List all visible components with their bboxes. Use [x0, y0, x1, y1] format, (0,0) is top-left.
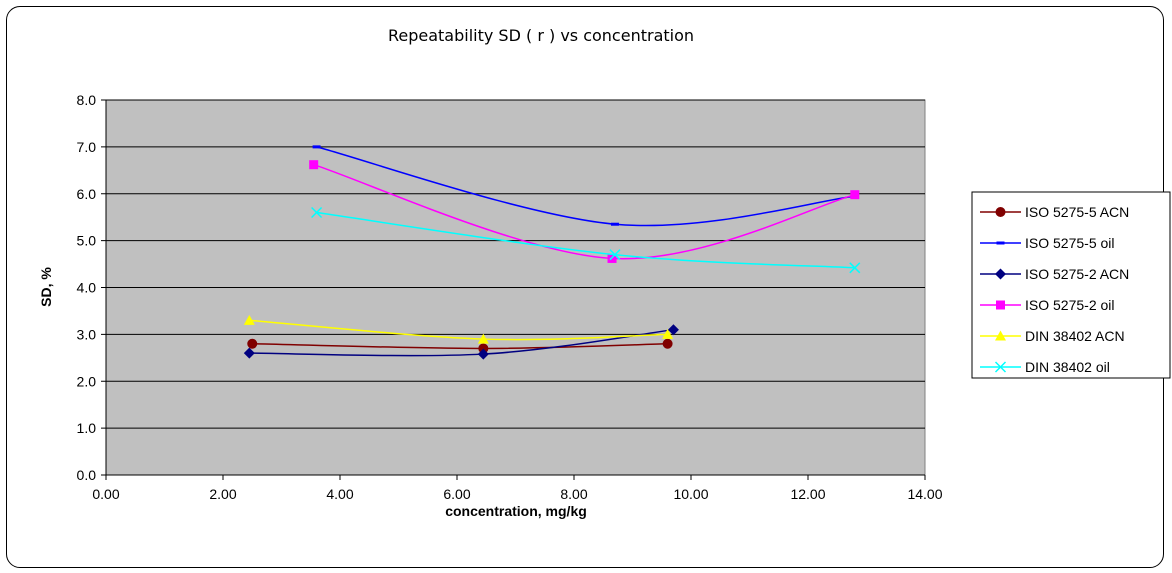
data-point-din-38402-acn — [243, 314, 255, 325]
x-tick-label: 2.00 — [209, 486, 236, 502]
legend-entry-iso-5275-2-oil: ISO 5275-2 oil — [980, 297, 1115, 313]
x-axis-title: concentration, mg/kg — [445, 503, 587, 519]
y-tick-label: 6.0 — [77, 186, 97, 202]
legend-entry-iso-5275-5-oil: ISO 5275-5 oil — [980, 235, 1115, 251]
data-point-din-38402-oil — [311, 206, 323, 219]
y-tick-label: 7.0 — [77, 139, 97, 155]
legend-marker — [995, 207, 1006, 217]
legend-marker — [995, 330, 1006, 341]
legend-label: DIN 38402 oil — [1025, 359, 1110, 375]
x-tick-label: 8.00 — [560, 486, 587, 502]
legend-label: ISO 5275-5 ACN — [1025, 204, 1129, 220]
legend-label: ISO 5275-2 ACN — [1025, 266, 1129, 282]
y-tick-label: 2.0 — [77, 373, 97, 389]
series-iso-5275-5-acn — [247, 338, 673, 354]
legend: ISO 5275-5 ACN ISO 5275-5 oil ISO 5275-2 A… — [971, 191, 1171, 379]
legend-box — [971, 191, 1171, 379]
x-tick-label: 14.00 — [907, 486, 942, 502]
data-point-iso-5275-2-oil — [850, 190, 860, 200]
x-tick-label: 10.00 — [673, 486, 708, 502]
data-point-iso-5275-2-acn — [477, 348, 489, 360]
marker-x-stroke — [311, 206, 323, 219]
legend-entry-din-38402-oil: DIN 38402 oil — [980, 359, 1110, 375]
data-point-din-38402-oil — [849, 262, 861, 274]
y-tick-label: 1.0 — [77, 420, 97, 436]
legend-label: ISO 5275-2 oil — [1025, 297, 1115, 313]
legend-entry-iso-5275-5-acn: ISO 5275-5 ACN — [980, 204, 1129, 220]
legend-label: ISO 5275-5 oil — [1025, 235, 1115, 251]
legend-marker — [995, 268, 1006, 280]
data-point-din-38402-oil — [609, 249, 621, 261]
chart-title: Repeatability SD ( r ) vs concentration — [388, 26, 694, 45]
x-tick-label: 0.00 — [92, 486, 119, 502]
legend-label: DIN 38402 ACN — [1025, 328, 1125, 344]
legend-marker — [994, 361, 1007, 373]
series-din-38402-oil — [311, 206, 861, 274]
marker-x-stroke — [994, 361, 1007, 373]
data-point-iso-5275-5-oil — [312, 145, 321, 149]
series-layer — [243, 145, 861, 360]
data-point-iso-5275-2-oil — [309, 160, 319, 170]
data-point-din-38402-acn — [662, 328, 674, 339]
axes: 0.0 1.0 2.0 3.0 4.0 5.0 6.0 7.0 8.0 0.00 2.00 4.00 6… — [77, 92, 943, 502]
data-point-iso-5275-2-acn — [667, 324, 679, 336]
data-point-iso-5275-2-acn — [243, 347, 255, 359]
data-point-iso-5275-5-acn — [247, 338, 258, 349]
data-point-iso-5275-5-oil — [610, 222, 619, 226]
y-axis-title: SD, % — [38, 267, 54, 307]
marker-x-stroke — [609, 249, 621, 261]
y-tick-label: 3.0 — [77, 326, 97, 342]
y-tick-label: 4.0 — [77, 280, 97, 296]
legend-entry-iso-5275-2-acn: ISO 5275-2 ACN — [980, 266, 1129, 282]
x-tick-label: 12.00 — [790, 486, 825, 502]
y-tick-label: 8.0 — [77, 92, 97, 108]
data-point-din-38402-acn — [477, 333, 489, 344]
series-din-38402-acn — [243, 314, 674, 344]
grid-lines — [106, 99, 925, 476]
y-tick-label: 5.0 — [77, 233, 97, 249]
legend-marker — [996, 241, 1005, 245]
data-point-iso-5275-5-acn — [662, 338, 673, 349]
y-tick-label: 0.0 — [77, 467, 97, 483]
legend-entry-din-38402-acn: DIN 38402 ACN — [980, 328, 1125, 344]
legend-marker — [996, 300, 1005, 310]
x-tick-label: 4.00 — [326, 486, 353, 502]
marker-x-stroke — [849, 262, 861, 274]
x-tick-label: 6.00 — [443, 486, 470, 502]
